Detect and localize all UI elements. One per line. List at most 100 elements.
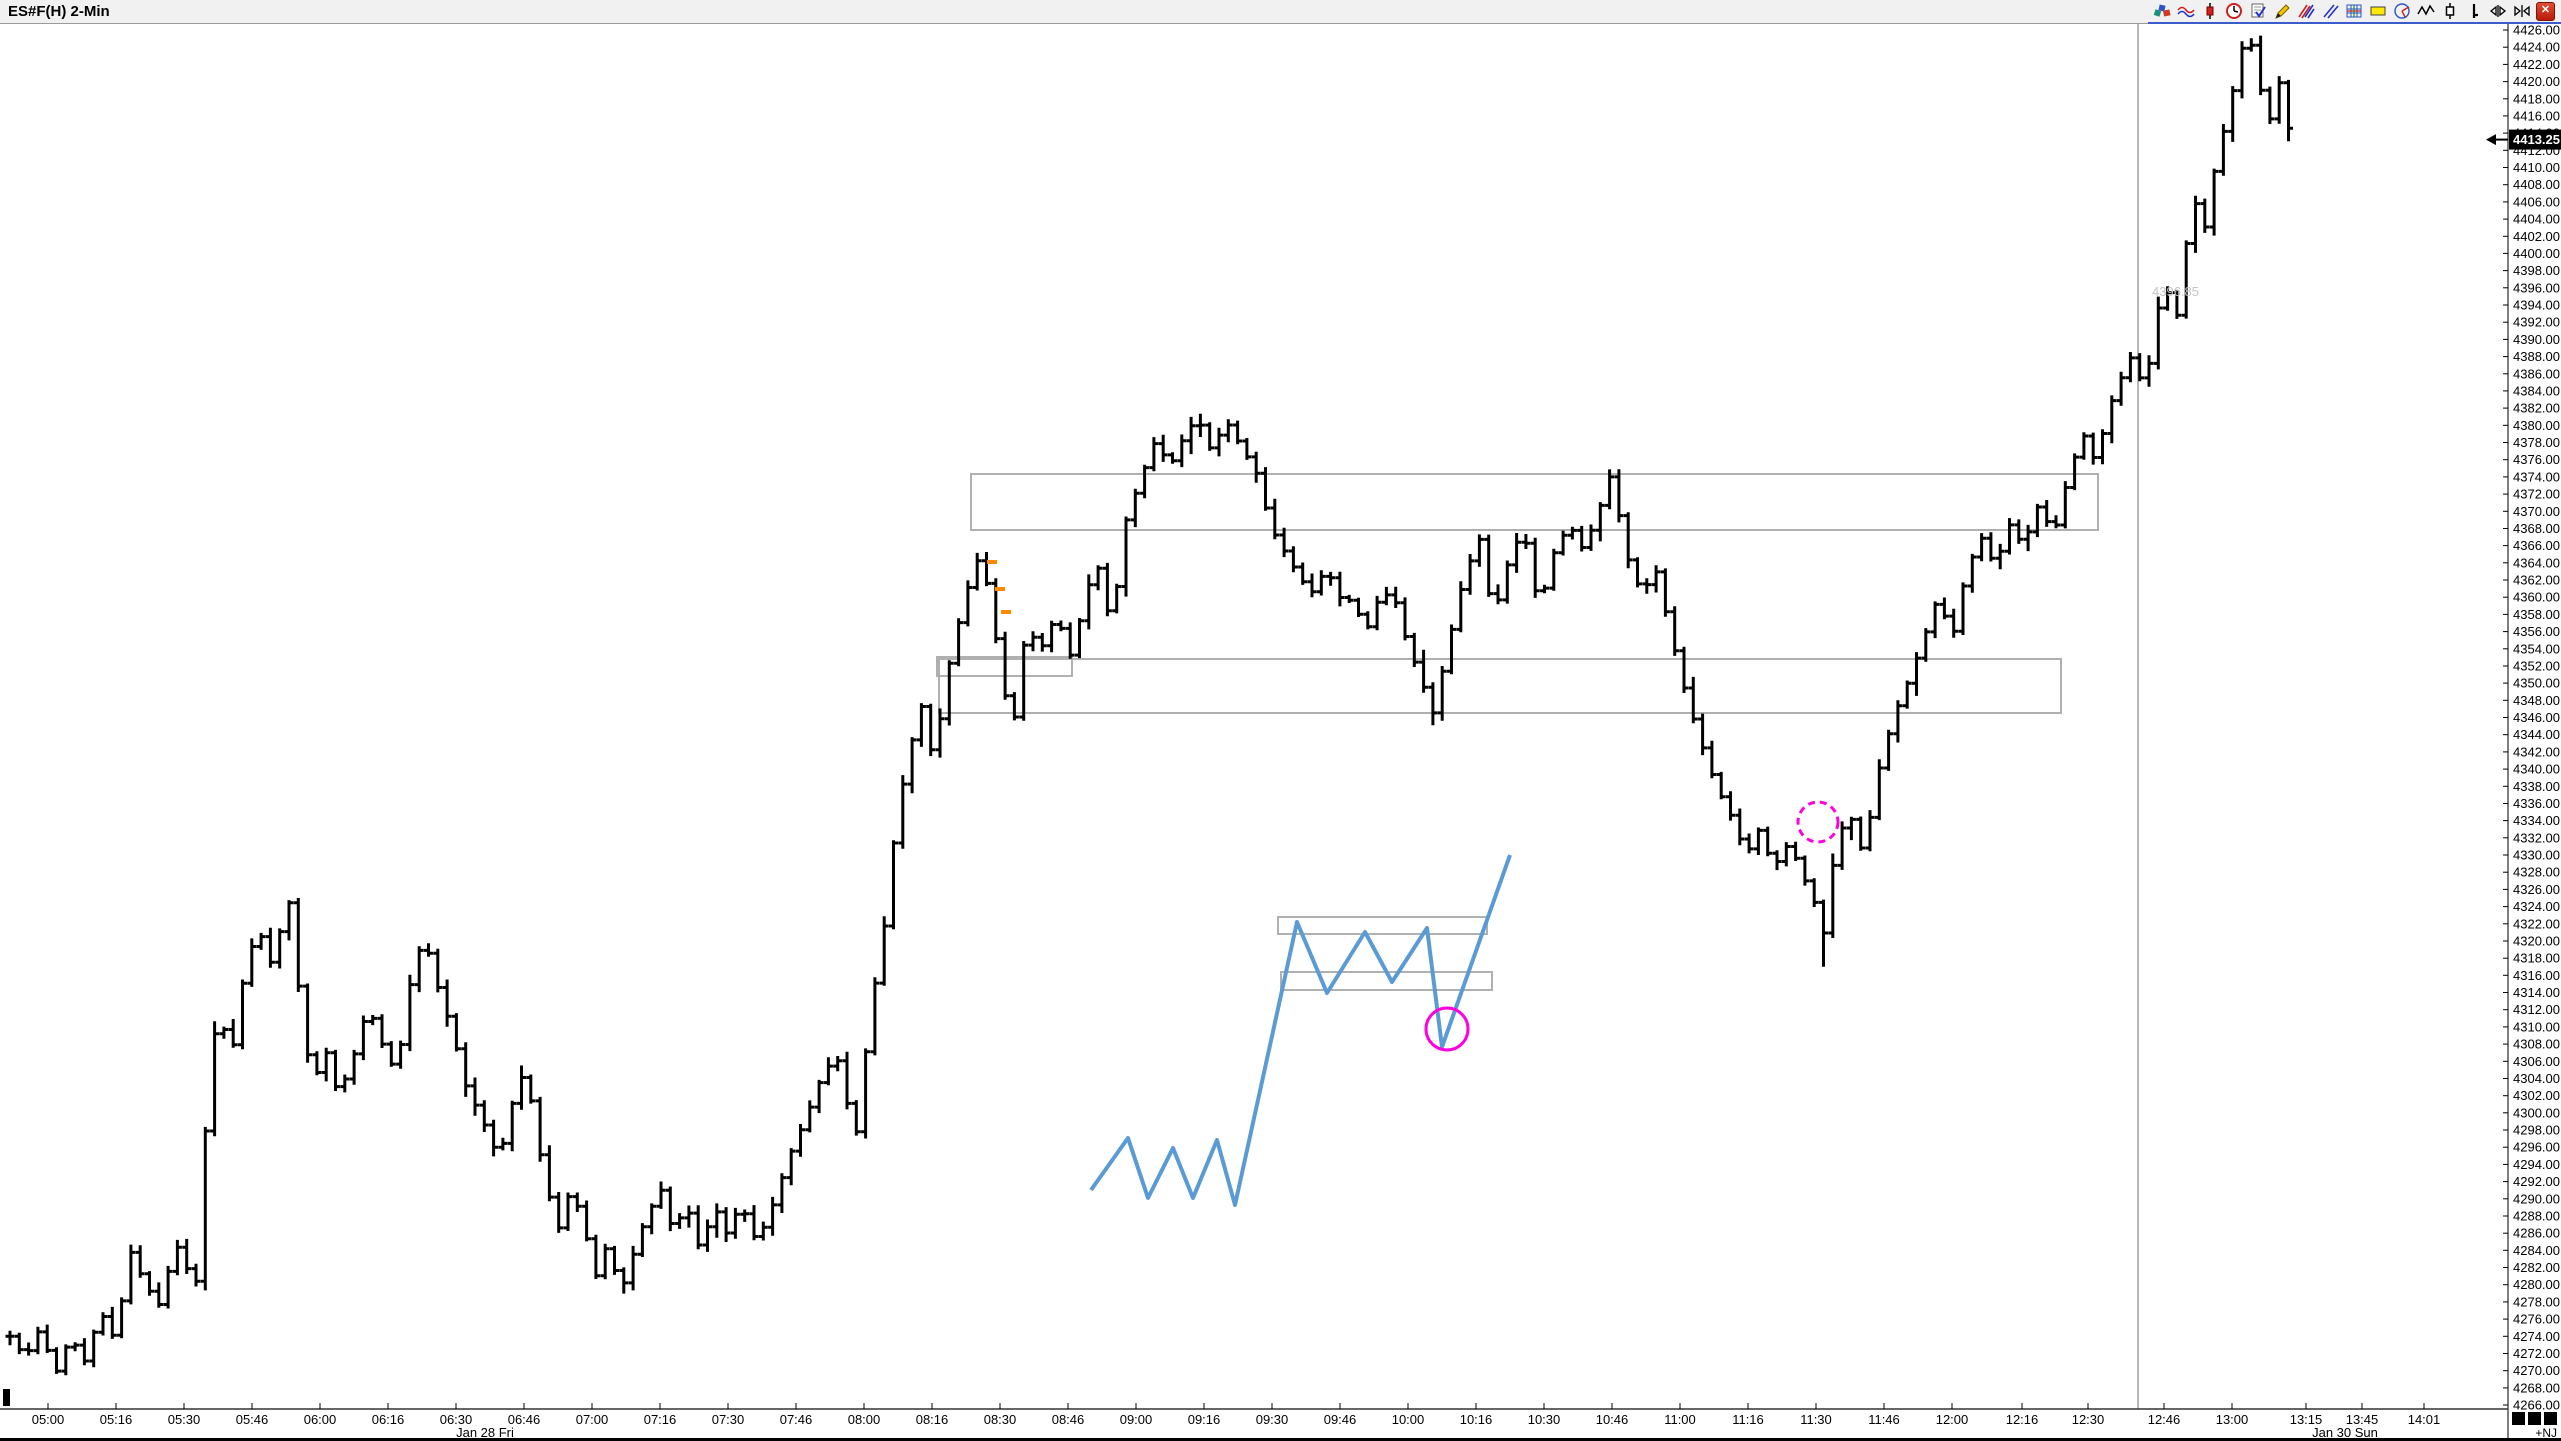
- time-tick-label: 12:00: [1936, 1412, 1969, 1427]
- price-tick-label: 4322.00: [2513, 916, 2560, 931]
- price-zone-box[interactable]: [1277, 916, 1488, 935]
- price-tick-label: 4420.00: [2513, 74, 2560, 89]
- price-zone-box[interactable]: [938, 658, 2062, 714]
- price-tick-label: 4318.00: [2513, 951, 2560, 966]
- time-tick-label: 07:16: [644, 1412, 677, 1427]
- price-tick-label: 4310.00: [2513, 1019, 2560, 1034]
- zigzag-icon[interactable]: [2416, 1, 2436, 21]
- price-tick-label: 4340.00: [2513, 762, 2560, 777]
- price-tick-label: 4366.00: [2513, 538, 2560, 553]
- expand-bars-icon[interactable]: [2488, 1, 2508, 21]
- time-tick-label: 05:00: [32, 1412, 65, 1427]
- orange-tick: [987, 560, 997, 564]
- price-tick-label: 4408.00: [2513, 177, 2560, 192]
- pencil-icon[interactable]: [2272, 1, 2292, 21]
- parallel-lines-blue-icon[interactable]: [2320, 1, 2340, 21]
- price-axis[interactable]: 4426.00 4424.00 4422.00 4420.00 4418.00 4416.…: [2503, 23, 2560, 1441]
- waves-icon[interactable]: [2176, 1, 2196, 21]
- time-tick-label: 09:16: [1188, 1412, 1221, 1427]
- price-tick-label: 4348.00: [2513, 693, 2560, 708]
- price-tick-label: 4396.00: [2513, 280, 2560, 295]
- time-tick-label: 12:16: [2006, 1412, 2039, 1427]
- time-axis[interactable]: 05:00 05:16 05:30 05:46 06:00 06:16 06:30 06:46…: [0, 1403, 2508, 1440]
- price-tick-label: 4378.00: [2513, 435, 2560, 450]
- time-tick-label: 06:46: [508, 1412, 541, 1427]
- time-tick-label: 10:46: [1596, 1412, 1629, 1427]
- price-tick-label: 4278.00: [2513, 1294, 2560, 1309]
- corner-square[interactable]: [2512, 1412, 2525, 1425]
- price-tick-label: 4398.00: [2513, 263, 2560, 278]
- time-tick-label: 12:30: [2072, 1412, 2105, 1427]
- price-tick-label: 4292.00: [2513, 1174, 2560, 1189]
- price-tick-label: 4302.00: [2513, 1088, 2560, 1103]
- time-tick-label: 07:30: [712, 1412, 745, 1427]
- last-price-marker: 4413.25: [2486, 129, 2561, 150]
- time-tick-label: 08:30: [984, 1412, 1017, 1427]
- magenta-circle-drawings[interactable]: [1424, 800, 1840, 1052]
- price-bars[interactable]: [5, 35, 2294, 1376]
- dashed-circle[interactable]: [1796, 800, 1840, 844]
- time-tick-label: 09:00: [1120, 1412, 1153, 1427]
- price-tick-label: 4342.00: [2513, 744, 2560, 759]
- price-tick-label: 4358.00: [2513, 607, 2560, 622]
- price-tick-label: 4320.00: [2513, 934, 2560, 949]
- time-tick-label: 09:30: [1256, 1412, 1289, 1427]
- last-price-text: 4413.25: [2513, 132, 2560, 147]
- time-tick-label: 08:16: [916, 1412, 949, 1427]
- blue-zigzag-drawing[interactable]: [1089, 854, 1512, 1207]
- corner-square[interactable]: [2544, 1412, 2557, 1425]
- chartbook-icon[interactable]: [2152, 1, 2172, 21]
- time-tick-label: 13:45: [2346, 1412, 2379, 1427]
- time-tick-label: 07:46: [780, 1412, 813, 1427]
- price-tick-label: 4402.00: [2513, 229, 2560, 244]
- toolbar: ✕: [2148, 0, 2561, 24]
- fan-icon[interactable]: [2392, 1, 2412, 21]
- corner-square[interactable]: [2528, 1412, 2541, 1425]
- price-tick-label: 4410.00: [2513, 160, 2560, 175]
- rectangle-icon[interactable]: [2368, 1, 2388, 21]
- price-zone-box[interactable]: [970, 473, 2099, 531]
- grid-icon[interactable]: [2344, 1, 2364, 21]
- price-tick-label: 4362.00: [2513, 573, 2560, 588]
- corner-text: +NJ: [2535, 1426, 2557, 1440]
- time-tick-label: 10:30: [1528, 1412, 1561, 1427]
- time-tick-label: 05:46: [236, 1412, 269, 1427]
- time-tick-label: 11:00: [1664, 1412, 1696, 1427]
- time-tick-label: 06:00: [304, 1412, 337, 1427]
- clock-icon[interactable]: [2224, 1, 2244, 21]
- candlestick-icon[interactable]: [2200, 1, 2220, 21]
- price-tick-label: 4374.00: [2513, 469, 2560, 484]
- price-tick-label: 4288.00: [2513, 1209, 2560, 1224]
- time-tick-label: 13:00: [2216, 1412, 2249, 1427]
- shrink-bars-icon[interactable]: [2512, 1, 2532, 21]
- hollow-candle-icon[interactable]: [2440, 1, 2460, 21]
- price-tick-label: 4344.00: [2513, 727, 2560, 742]
- price-tick-label: 4384.00: [2513, 383, 2560, 398]
- price-tick-label: 4388.00: [2513, 349, 2560, 364]
- solid-circle[interactable]: [1424, 1006, 1470, 1052]
- price-tick-label: 4332.00: [2513, 830, 2560, 845]
- time-tick-label: 12:46: [2148, 1412, 2181, 1427]
- close-icon[interactable]: ✕: [2536, 1, 2555, 21]
- time-tick-label: 11:46: [1868, 1412, 1900, 1427]
- notes-icon[interactable]: [2248, 1, 2268, 21]
- corner-widgets: +NJ: [0, 1389, 2561, 1441]
- parallel-lines-red-icon[interactable]: [2296, 1, 2316, 21]
- price-tick-label: 4424.00: [2513, 40, 2560, 55]
- price-tick-label: 4308.00: [2513, 1037, 2560, 1052]
- price-tick-label: 4400.00: [2513, 246, 2560, 261]
- study-value-label: 4396.85: [2152, 284, 2199, 299]
- orange-tick: [1001, 610, 1011, 614]
- price-tick-label: 4268.00: [2513, 1380, 2560, 1395]
- ohlc-bar-icon[interactable]: [2464, 1, 2484, 21]
- price-tick-label: 4336.00: [2513, 796, 2560, 811]
- orange-tick: [995, 587, 1005, 591]
- price-tick-label: 4422.00: [2513, 57, 2560, 72]
- price-tick-label: 4394.00: [2513, 298, 2560, 313]
- last-price-box: [2509, 129, 2561, 150]
- date-label: Jan 30 Sun: [2312, 1425, 2378, 1440]
- chart-title: ES#F(H) 2-Min: [8, 3, 110, 20]
- zigzag-line[interactable]: [1089, 854, 1512, 1207]
